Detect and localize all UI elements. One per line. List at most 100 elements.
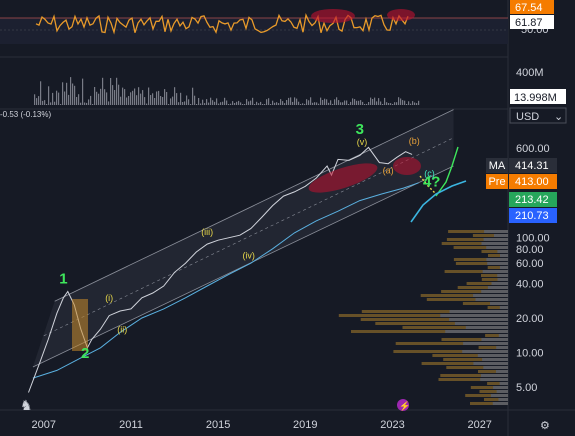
volume-bar	[80, 102, 82, 105]
volume-bar	[68, 94, 70, 105]
lightning-icon[interactable]	[397, 399, 409, 411]
volume-profile-bar	[497, 250, 508, 253]
oscillator-highlight	[387, 9, 415, 21]
volume-bar	[160, 96, 162, 105]
volume-profile-bar	[481, 274, 508, 277]
volume-bar	[76, 97, 78, 105]
volume-bar	[168, 104, 170, 105]
volume-bar	[164, 89, 166, 105]
volume-profile-bar	[470, 402, 508, 405]
projection-green-path	[435, 146, 459, 197]
time-tick-label: 2011	[119, 419, 143, 431]
volume-profile-bar	[402, 326, 508, 329]
volume-profile-bar	[482, 358, 508, 361]
volume-bar	[210, 97, 212, 105]
wave-label: (v)	[357, 137, 368, 147]
volume-profile-bar	[486, 246, 508, 249]
volume-bar	[78, 94, 80, 105]
volume-bar	[326, 99, 328, 105]
volume-bar	[124, 89, 126, 105]
volume-profile-bar	[393, 350, 508, 353]
wave-labels: 1 2 3 4? (i) (ii) (iii) (iv) (v) (a) (b) (c)	[59, 121, 440, 362]
volume-bar	[36, 98, 38, 105]
volume-profile-bar	[480, 378, 508, 381]
volume-bar	[404, 100, 406, 105]
volume-bar	[236, 101, 238, 105]
price-badge: MA 414.31	[486, 158, 557, 173]
volume-bar	[116, 77, 118, 105]
time-tick-label: 2019	[293, 419, 317, 431]
channel-mid-line	[43, 137, 454, 337]
volume-profile-bar	[492, 402, 508, 405]
volume-profile-bar	[443, 358, 508, 361]
volume-bar	[238, 100, 240, 105]
volume-profile-bar	[500, 254, 508, 257]
volume-bar	[264, 104, 266, 105]
price-badges: MA 414.31 Pre 413.00 213.42 210.73	[486, 158, 557, 223]
volume-bar	[230, 103, 232, 105]
volume-bar	[152, 93, 154, 105]
volume-bar	[188, 99, 190, 105]
volume-bar	[40, 81, 42, 105]
volume-bar	[96, 91, 98, 105]
volume-bar	[156, 91, 158, 105]
volume-profile-bar	[420, 294, 508, 297]
volume-bar	[136, 95, 138, 105]
settings-gear-icon[interactable]: ⚙	[540, 420, 550, 432]
volume-profile-bar	[483, 238, 508, 241]
volume-profile-bar	[361, 310, 508, 313]
volume-bar	[102, 77, 104, 105]
volume-bar	[334, 99, 336, 105]
volume-bar	[146, 103, 148, 105]
volume-bar	[396, 102, 398, 105]
volume-bar	[332, 103, 334, 105]
volume-bar	[140, 93, 142, 105]
volume-bar	[266, 99, 268, 105]
volume-bar	[320, 97, 322, 105]
volume-bar	[104, 89, 106, 105]
volume-bar	[42, 100, 44, 105]
volume-bar	[348, 104, 350, 105]
volume-profile-bar	[485, 334, 508, 337]
volume-profile-bar	[441, 242, 508, 245]
volume-profile-bar	[494, 234, 508, 237]
volume-bar	[416, 103, 418, 105]
volume-bar	[248, 101, 250, 105]
volume-bar	[240, 102, 242, 105]
time-axis[interactable]: 2007 2011 2015 2019 2023 2027	[32, 419, 492, 431]
price-badge: Pre 413.00	[486, 174, 557, 189]
volume-bar	[64, 91, 66, 105]
currency-selector[interactable]	[509, 107, 567, 124]
volume-profile-bar	[487, 286, 508, 289]
volume-profile-bar	[432, 354, 508, 357]
volume-bar	[318, 103, 320, 105]
volume-panel: 400M 13.998M -0.53 (-0.13%)	[0, 67, 566, 119]
volume-bar	[232, 101, 234, 105]
volume-bar	[38, 96, 40, 105]
volume-bar	[52, 92, 54, 105]
volume-profile-bar	[449, 310, 508, 313]
time-tick-label: 2015	[206, 419, 230, 431]
volume-bar	[110, 78, 112, 105]
volume-bar	[226, 100, 228, 105]
volume-profile-bar	[496, 370, 508, 373]
price-tick-label: 600.00	[516, 143, 550, 155]
wave-label: 4?	[423, 173, 441, 190]
time-tick-label: 2027	[467, 419, 491, 431]
volume-bar	[192, 87, 194, 105]
volume-profile-bar	[487, 266, 508, 269]
volume-bar	[208, 102, 210, 105]
price-badge: 210.73	[509, 208, 557, 223]
volume-profile-bar	[375, 322, 508, 325]
volume-profile-bar	[440, 314, 508, 317]
volume-profile-bar	[444, 270, 508, 273]
volume-bar	[282, 101, 284, 105]
volume-bar	[370, 97, 372, 105]
volume-bar	[316, 102, 318, 105]
volume-profile-bar	[484, 398, 508, 401]
price-badge-value: 413.00	[515, 176, 549, 188]
moving-average-line	[32, 182, 419, 379]
wave-label: 2	[81, 345, 89, 362]
